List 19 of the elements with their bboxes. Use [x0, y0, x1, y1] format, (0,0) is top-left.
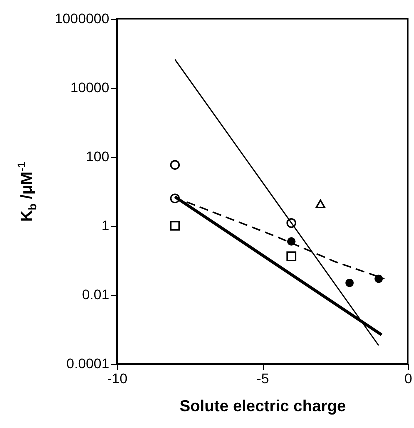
x-tick-label: -10: [107, 370, 128, 386]
y-tick-label: 100: [86, 148, 110, 164]
x-tick-label: -5: [256, 370, 270, 386]
point: [170, 160, 180, 170]
point: [287, 238, 296, 246]
x-axis-title: Solute electric charge: [180, 398, 346, 416]
point: [286, 218, 297, 228]
y-tick-label: 10000: [70, 80, 110, 96]
point: [316, 200, 326, 209]
point: [374, 274, 384, 284]
point: [286, 252, 297, 262]
x-tick-label: 0: [404, 370, 413, 386]
y-tick-label: 0.0001: [66, 356, 110, 372]
y-tick-label: 0.01: [82, 286, 110, 302]
point: [170, 194, 180, 204]
point: [170, 221, 180, 231]
y-tick-label: 1: [102, 218, 110, 234]
y-tick-label: 1000000: [54, 10, 110, 26]
point: [346, 279, 354, 288]
